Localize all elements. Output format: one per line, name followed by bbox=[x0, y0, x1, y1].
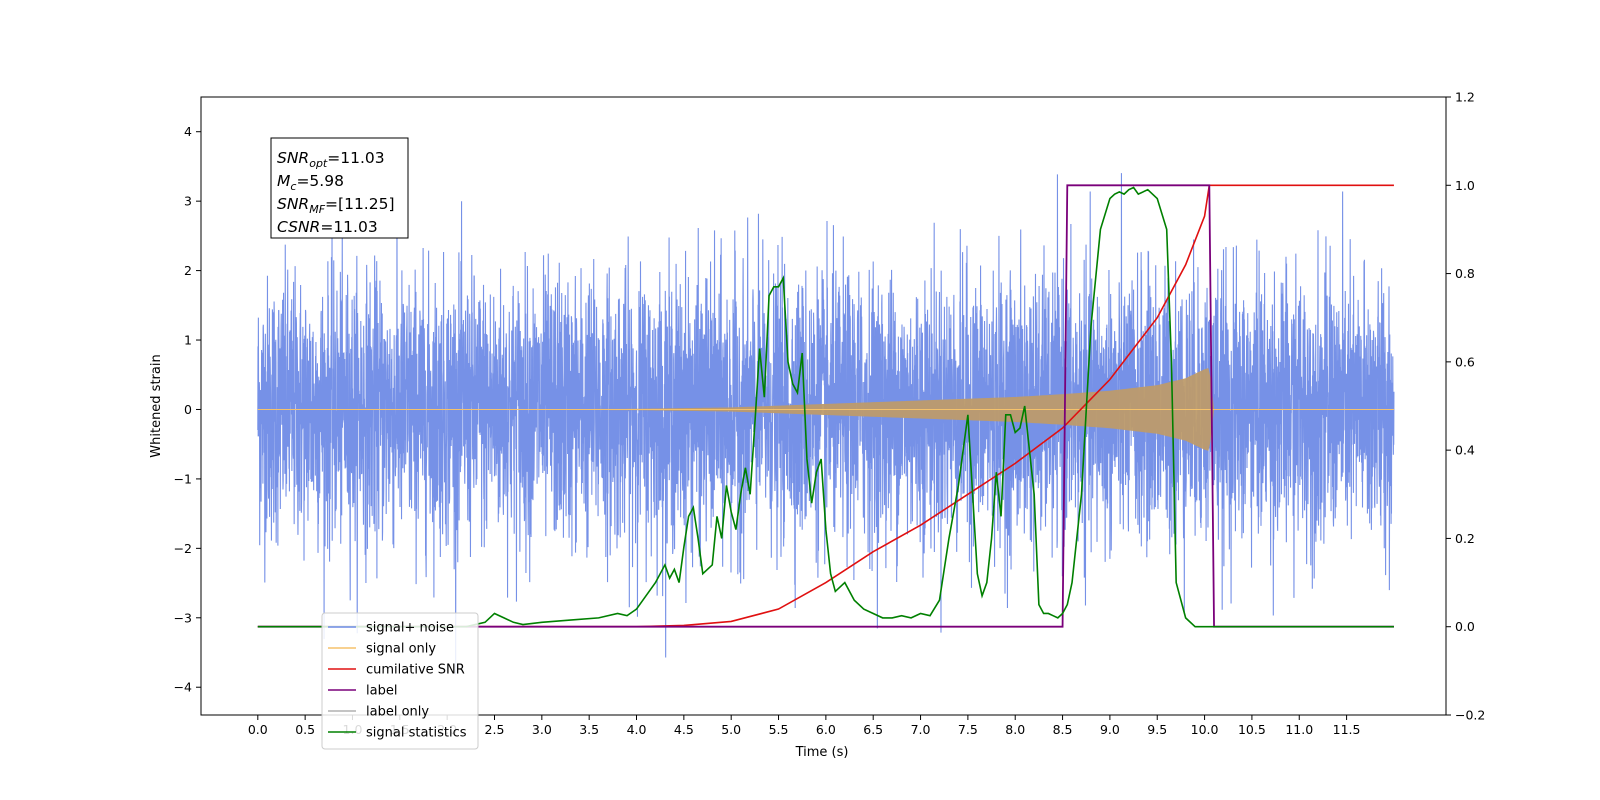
y-right-tick-label: 0.6 bbox=[1455, 354, 1475, 369]
x-tick-label: 9.5 bbox=[1147, 722, 1167, 737]
legend-label: signal statistics bbox=[366, 726, 467, 741]
y-right-tick-label: 0.0 bbox=[1455, 619, 1475, 634]
y-left-tick-label: 3 bbox=[184, 194, 192, 209]
y-left-tick-label: −1 bbox=[174, 471, 192, 486]
x-tick-label: 9.0 bbox=[1100, 722, 1120, 737]
y-right-tick-label: 0.8 bbox=[1455, 266, 1475, 281]
y-left-tick-label: 0 bbox=[184, 402, 192, 417]
x-tick-label: 10.5 bbox=[1238, 722, 1266, 737]
info-line: SNRMF=[11.25] bbox=[277, 195, 395, 216]
info-subscript: MF bbox=[309, 203, 325, 216]
x-tick-label: 11.0 bbox=[1285, 722, 1313, 737]
x-tick-label: 0.5 bbox=[295, 722, 315, 737]
x-tick-label: 10.0 bbox=[1191, 722, 1219, 737]
info-symbol: SNR bbox=[277, 149, 309, 167]
legend-label: label bbox=[366, 684, 397, 699]
info-box: SNRopt=11.03Mc=5.98SNRMF=[11.25]CSNR=11.… bbox=[270, 137, 409, 239]
legend-label: cumilative SNR bbox=[366, 663, 465, 678]
x-tick-label: 6.0 bbox=[816, 722, 836, 737]
legend-label: signal+ noise bbox=[366, 621, 454, 636]
info-subscript: c bbox=[290, 180, 296, 193]
x-tick-label: 7.5 bbox=[958, 722, 978, 737]
legend-label: signal only bbox=[366, 642, 436, 657]
series-signal-statistics bbox=[257, 186, 1394, 628]
info-symbol: M bbox=[277, 172, 290, 190]
info-line: SNRopt=11.03 bbox=[277, 149, 385, 170]
y-right-tick-label: 0.4 bbox=[1455, 443, 1475, 458]
series-layer bbox=[257, 173, 1395, 675]
info-box-frame bbox=[270, 137, 409, 239]
x-tick-label: 11.5 bbox=[1333, 722, 1361, 737]
x-tick-label: 4.5 bbox=[674, 722, 694, 737]
info-value: =11.03 bbox=[320, 218, 377, 236]
x-tick-label: 5.5 bbox=[769, 722, 789, 737]
y-left-tick-label: 2 bbox=[184, 263, 192, 278]
x-tick-label: 8.0 bbox=[1005, 722, 1025, 737]
y-right-tick-label: 1.0 bbox=[1455, 178, 1475, 193]
series-signal-plus-noise bbox=[257, 173, 1395, 675]
x-tick-label: 7.0 bbox=[911, 722, 931, 737]
y-axis-right: 1.2 1.0 0.8 0.6 0.4 0.2 0.0 −0.2 bbox=[1446, 90, 1485, 723]
x-tick-label: 3.5 bbox=[579, 722, 599, 737]
x-tick-label: 0.0 bbox=[248, 722, 268, 737]
y-left-tick-label: −3 bbox=[174, 610, 192, 625]
plot-frame bbox=[200, 96, 1447, 716]
x-tick-label: 2.5 bbox=[485, 722, 505, 737]
y-right-tick-label: 1.2 bbox=[1455, 90, 1475, 105]
x-axis-label: Time (s) bbox=[795, 745, 849, 760]
y-left-tick-label: 4 bbox=[184, 124, 192, 139]
x-tick-label: 4.0 bbox=[627, 722, 647, 737]
y-right-tick-label: −0.2 bbox=[1455, 708, 1485, 723]
x-tick-label: 3.0 bbox=[532, 722, 552, 737]
x-tick-label: 5.0 bbox=[721, 722, 741, 737]
legend: signal+ noise signal only cumilative SNR la… bbox=[321, 612, 479, 750]
x-tick-label: 6.5 bbox=[863, 722, 883, 737]
legend-frame bbox=[321, 612, 479, 750]
series-cumilative-snr bbox=[257, 184, 1394, 628]
info-symbol: SNR bbox=[277, 195, 309, 213]
info-line: CSNR=11.03 bbox=[277, 218, 378, 236]
info-line: Mc=5.98 bbox=[277, 172, 344, 193]
y-left-tick-label: 1 bbox=[184, 333, 192, 348]
y-left-tick-label: −2 bbox=[174, 541, 192, 556]
y-axis-label: Whitened strain bbox=[149, 354, 164, 457]
info-value: =11.03 bbox=[327, 149, 384, 167]
x-tick-label: 8.5 bbox=[1053, 722, 1073, 737]
info-value: =5.98 bbox=[296, 172, 344, 190]
y-axis-left: 4 3 2 1 0 −1 −2 −3 −4 bbox=[174, 124, 201, 695]
info-value: =[11.25] bbox=[325, 195, 394, 213]
y-left-tick-label: −4 bbox=[174, 680, 192, 695]
y-right-tick-label: 0.2 bbox=[1455, 531, 1475, 546]
info-symbol: CSNR bbox=[277, 218, 320, 236]
legend-label: label only bbox=[366, 705, 429, 720]
info-subscript: opt bbox=[309, 157, 328, 170]
